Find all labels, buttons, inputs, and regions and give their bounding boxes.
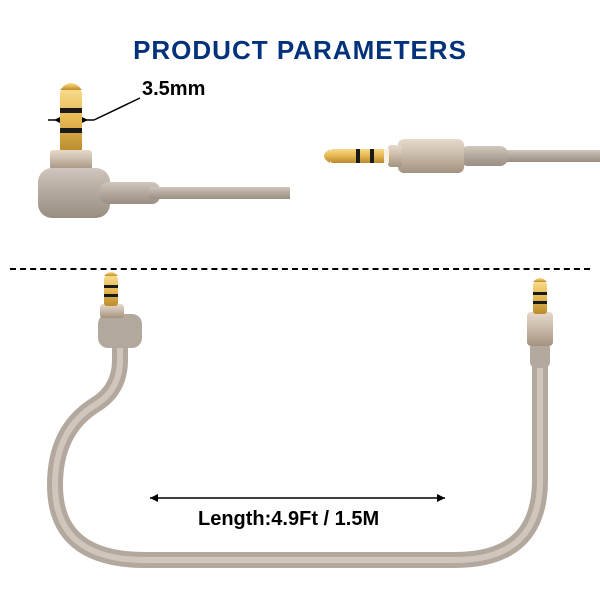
top-diagram bbox=[0, 0, 600, 270]
jack-size-label: 3.5mm bbox=[142, 78, 205, 101]
bottom-diagram bbox=[0, 270, 600, 600]
length-label: Length:4.9Ft / 1.5M bbox=[198, 508, 379, 531]
